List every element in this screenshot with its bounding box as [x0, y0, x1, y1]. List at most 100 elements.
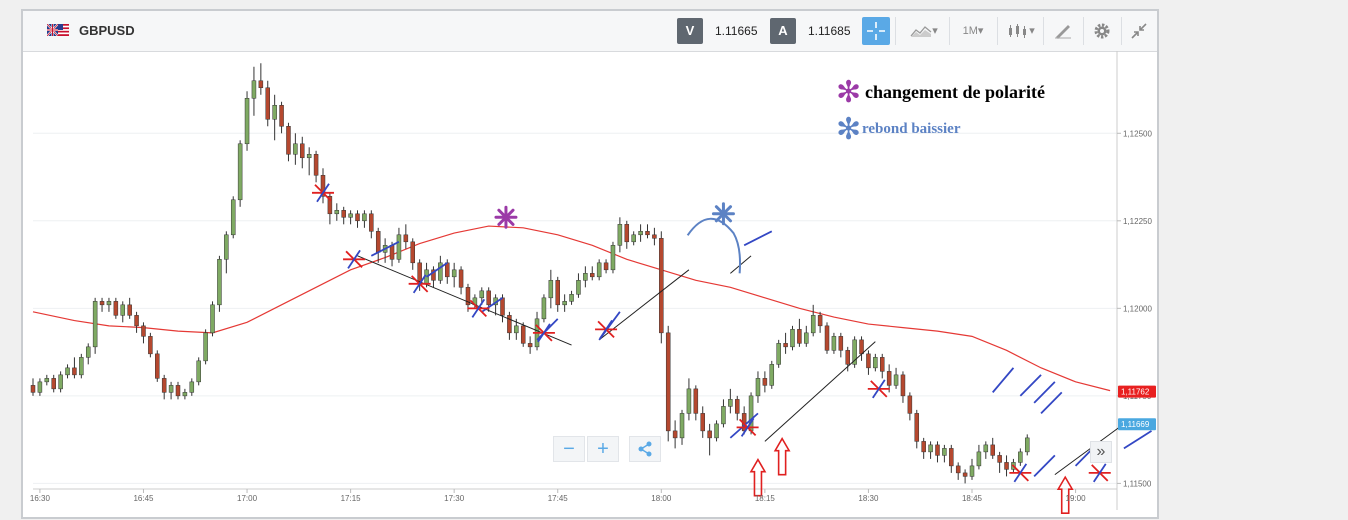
candle-up [182, 392, 188, 397]
chevron-down-icon: ▾ [932, 25, 938, 37]
trendline [1054, 423, 1125, 476]
candle-down [590, 273, 595, 278]
candle-style-button[interactable]: ▾ [1001, 18, 1041, 44]
sell-button[interactable]: V [677, 18, 703, 44]
candle-down [320, 175, 326, 197]
collapse-arrows-icon [1131, 23, 1147, 39]
share-button[interactable] [629, 436, 661, 462]
blue-stroke-mark [536, 318, 559, 341]
candle-up [548, 280, 554, 299]
blue-cross-stroke [872, 379, 886, 399]
candle-up [348, 213, 353, 218]
sell-price[interactable]: 1.11665 [715, 24, 758, 38]
ma-price-tag: 1,11762 [1118, 385, 1156, 398]
candle-up [942, 448, 947, 456]
zoom-out-button[interactable]: − [553, 436, 585, 462]
gear-icon [1094, 23, 1110, 39]
annotation-layer [311, 183, 1153, 514]
y-tick-label: 1,11500 [1123, 479, 1152, 488]
candle-down [258, 80, 264, 89]
candle-down [403, 234, 409, 243]
candle-up [306, 154, 312, 159]
buy-price[interactable]: 1.11685 [808, 24, 851, 38]
candle-down [797, 329, 802, 344]
candle-down [762, 378, 768, 386]
x-tick-label: 18:45 [962, 494, 983, 503]
legend-star-polarity-icon: ✻ [836, 75, 862, 110]
candle-up [576, 280, 581, 295]
candle-down [265, 87, 271, 120]
candle-up [244, 98, 250, 145]
x-tick-label: 18:15 [755, 494, 776, 503]
candle-up [79, 357, 84, 376]
y-axis: 1,125001,122501,120001,117501,115001,117… [1117, 129, 1156, 488]
blue-stroke-mark [992, 367, 1015, 393]
candle-up [196, 360, 201, 383]
scroll-right-button[interactable]: » [1090, 441, 1112, 463]
candle-down [735, 399, 740, 414]
red-cross-mark [311, 183, 334, 203]
red-cross-mark [532, 323, 555, 343]
ma-price-tag-box [1118, 385, 1156, 398]
trendline [357, 255, 572, 346]
candle-down [99, 301, 105, 306]
share-icon [638, 441, 652, 457]
blue-stroke-mark [729, 412, 759, 439]
candle-up [217, 259, 222, 306]
chart-panel [21, 9, 1159, 519]
blue-cross-stroke [599, 319, 613, 339]
candle-down [389, 245, 395, 260]
x-tick-label: 17:45 [548, 494, 569, 503]
trendline [598, 269, 690, 341]
candle-up [65, 367, 70, 376]
timeframe-button[interactable]: 1M▾ [953, 18, 993, 44]
candle-down [693, 388, 699, 414]
red-cross-mark [1088, 463, 1111, 483]
up-arrow-mark [773, 437, 791, 476]
candle-down [300, 143, 305, 159]
candle-down [113, 301, 119, 316]
candle-up [790, 329, 795, 348]
y-tick-label: 1,12500 [1123, 129, 1152, 138]
blue-cross-stroke [471, 298, 486, 318]
collapse-button[interactable] [1127, 18, 1151, 44]
crosshair-icon [867, 22, 885, 40]
x-tick-label: 17:30 [444, 494, 465, 503]
candle-down [369, 213, 374, 232]
blue-stroke-mark [1033, 454, 1056, 478]
candle-up [562, 301, 567, 306]
settings-button[interactable] [1089, 18, 1115, 44]
candle-up [272, 105, 277, 120]
red-cross-mark [467, 298, 490, 318]
red-cross-mark [1009, 463, 1032, 483]
y-tick-label: 1,12000 [1123, 304, 1152, 313]
candle-down [665, 332, 671, 432]
candle-up [769, 364, 775, 386]
candle-down [527, 343, 533, 348]
candle-down [838, 336, 844, 351]
candle-down [824, 325, 830, 351]
chevron-down-icon: ▾ [977, 25, 984, 37]
zoom-in-button[interactable]: + [587, 436, 619, 462]
x-tick-label: 18:30 [858, 494, 879, 503]
rounding-top-arc [686, 217, 742, 274]
area-chart-icon [910, 26, 932, 38]
crosshair-button[interactable] [862, 17, 890, 45]
candle-up [610, 245, 616, 271]
buy-button[interactable]: A [770, 18, 796, 44]
draw-tools-button[interactable] [1049, 18, 1077, 44]
candle-down [51, 378, 56, 390]
candle-up [479, 290, 485, 299]
candle-up [893, 374, 899, 386]
chart-type-button[interactable]: ▾ [903, 18, 945, 44]
price-grid [33, 132, 1117, 484]
candle-down [458, 269, 464, 288]
candle-down [672, 430, 678, 439]
candle-down [949, 448, 954, 467]
red-cross-mark [343, 249, 366, 269]
candle-down [313, 154, 319, 176]
star-annotation [711, 202, 735, 226]
candle-up [714, 423, 719, 439]
candle-up [120, 304, 126, 316]
